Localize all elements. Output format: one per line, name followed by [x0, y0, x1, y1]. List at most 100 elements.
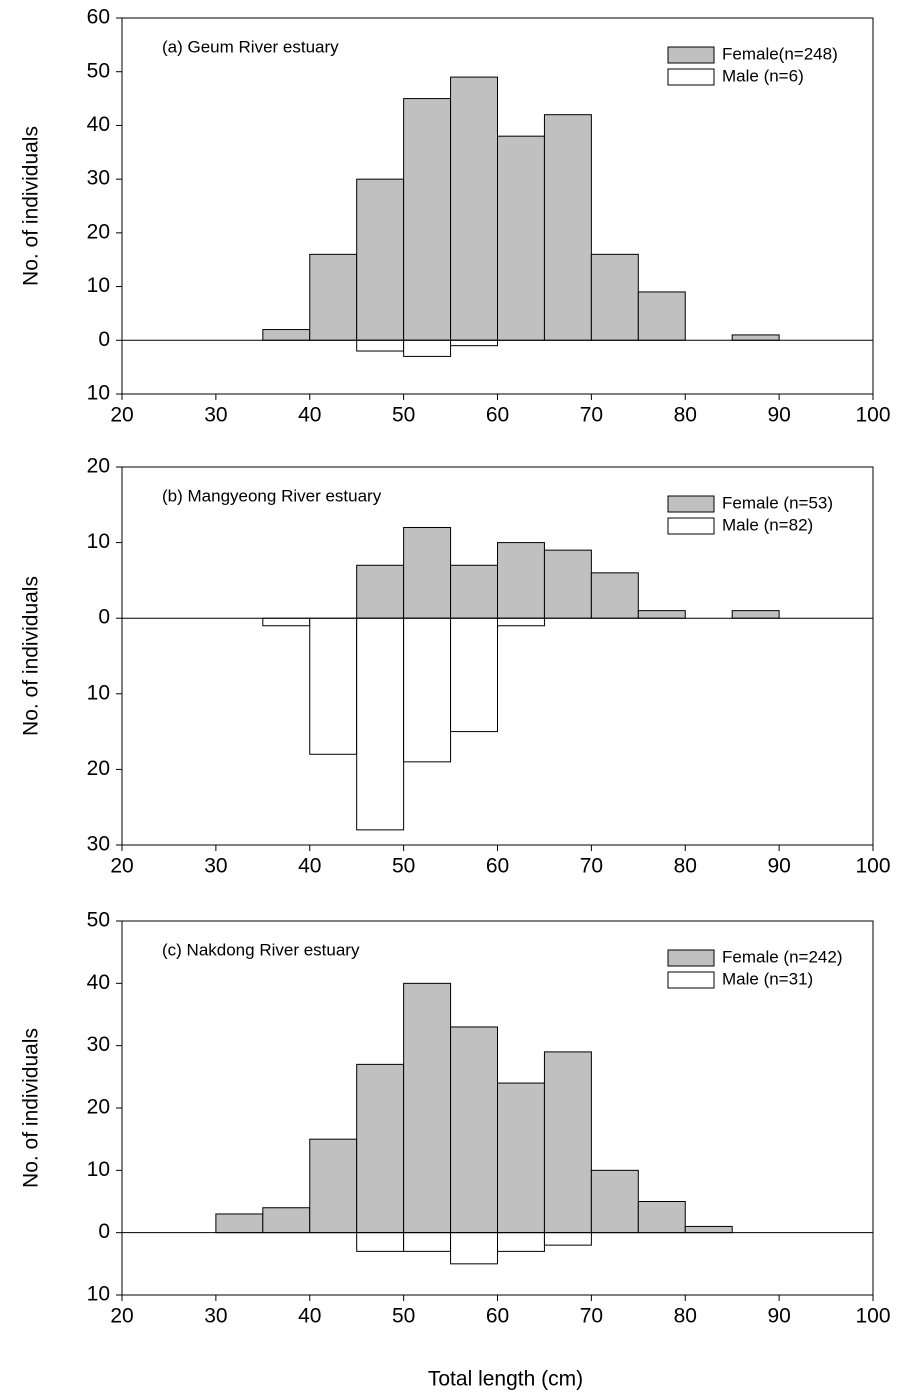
x-tick-label: 100	[855, 855, 890, 878]
x-tick-label: 70	[580, 404, 603, 427]
y-tick-label: 10	[87, 1158, 110, 1181]
legend-swatch	[667, 46, 715, 64]
x-tick-label: 30	[204, 1305, 227, 1328]
histogram-bar	[590, 1169, 639, 1234]
y-tick-label: 10	[87, 530, 110, 553]
y-tick-label: 0	[98, 1220, 110, 1243]
x-tick-label: 90	[767, 855, 790, 878]
histogram-bar	[684, 1225, 733, 1234]
histogram-bar	[450, 1026, 498, 1234]
x-tick-label: 50	[392, 404, 415, 427]
histogram-bar	[637, 1201, 686, 1234]
legend-label: Female(n=248)	[722, 44, 838, 63]
histogram-bar	[403, 339, 452, 357]
histogram-bar	[403, 617, 452, 763]
y-tick-label: 10	[87, 382, 110, 405]
histogram-bar	[356, 1232, 405, 1252]
panel-annotation: (a) Geum River estuary	[162, 37, 339, 56]
x-tick-label: 40	[298, 855, 321, 878]
y-tick-label: 30	[87, 1033, 110, 1056]
histogram-bar	[450, 339, 498, 347]
x-axis-label: Total length (cm)	[428, 1368, 583, 1391]
histogram-bar	[543, 549, 592, 619]
histogram-bar	[262, 329, 311, 341]
y-tick-label: 0	[98, 606, 110, 629]
histogram-bar	[590, 572, 639, 619]
x-tick-label: 80	[674, 855, 697, 878]
x-tick-label: 20	[110, 404, 133, 427]
panel-annotation: (b) Mangyeong River estuary	[162, 486, 382, 505]
histogram-bar	[731, 610, 780, 619]
histogram-bar	[403, 982, 452, 1234]
histogram-bar	[543, 1051, 592, 1234]
legend-swatch	[667, 971, 715, 989]
histogram-bar	[356, 1063, 405, 1234]
histogram-bar	[403, 1232, 452, 1252]
histogram-bar	[262, 617, 311, 627]
x-tick-label: 60	[486, 1305, 509, 1328]
histogram-bar	[497, 135, 545, 341]
histogram-bar	[262, 1207, 311, 1234]
x-tick-label: 20	[110, 1305, 133, 1328]
x-tick-label: 100	[855, 404, 890, 427]
x-tick-label: 20	[110, 855, 133, 878]
x-tick-label: 50	[392, 855, 415, 878]
y-tick-label: 20	[87, 1096, 110, 1119]
y-tick-label: 10	[87, 681, 110, 704]
histogram-bar	[637, 291, 686, 341]
histogram-bar	[403, 98, 452, 341]
legend-swatch	[667, 68, 715, 86]
histogram-bar	[497, 1082, 545, 1234]
legend-swatch	[667, 949, 715, 967]
histogram-bar	[356, 564, 405, 619]
x-tick-label: 40	[298, 1305, 321, 1328]
histogram-bar	[403, 526, 452, 619]
histogram-bar	[450, 1232, 498, 1265]
legend-swatch	[667, 495, 715, 513]
x-tick-label: 80	[674, 404, 697, 427]
histogram-bar	[543, 114, 592, 341]
x-tick-label: 90	[767, 404, 790, 427]
histogram-bar	[309, 253, 358, 341]
x-tick-label: 80	[674, 1305, 697, 1328]
x-tick-label: 30	[204, 404, 227, 427]
histogram-bar	[497, 542, 545, 619]
y-tick-label: 50	[87, 59, 110, 82]
x-tick-label: 60	[486, 855, 509, 878]
y-tick-label: 30	[87, 167, 110, 190]
legend-label: Male (n=6)	[722, 66, 804, 85]
y-tick-label: 40	[87, 971, 110, 994]
y-tick-label: 30	[87, 833, 110, 856]
y-axis-label: No. of individuals	[20, 1028, 43, 1188]
legend-label: Male (n=82)	[722, 515, 813, 534]
legend-label: Female (n=242)	[722, 947, 842, 966]
histogram-bar	[497, 1232, 545, 1252]
x-tick-label: 40	[298, 404, 321, 427]
x-tick-label: 60	[486, 404, 509, 427]
y-tick-label: 60	[87, 6, 110, 29]
histogram-bar	[497, 617, 545, 627]
x-tick-label: 90	[767, 1305, 790, 1328]
legend-label: Female (n=53)	[722, 493, 833, 512]
histogram-bar	[309, 1138, 358, 1234]
x-tick-label: 70	[580, 855, 603, 878]
histogram-bar	[356, 617, 405, 831]
x-tick-label: 70	[580, 1305, 603, 1328]
histogram-bar	[215, 1213, 264, 1234]
y-tick-label: 20	[87, 455, 110, 478]
legend-label: Male (n=31)	[722, 969, 813, 988]
x-tick-label: 30	[204, 855, 227, 878]
histogram-bar	[637, 610, 686, 619]
legend-swatch	[667, 517, 715, 535]
y-axis-label: No. of individuals	[20, 126, 43, 286]
y-tick-label: 20	[87, 757, 110, 780]
histogram-bar	[450, 564, 498, 619]
histogram-bar	[309, 617, 358, 755]
y-tick-label: 40	[87, 113, 110, 136]
histogram-bar	[356, 178, 405, 341]
histogram-bar	[731, 334, 780, 341]
x-tick-label: 50	[392, 1305, 415, 1328]
histogram-bar	[450, 76, 498, 341]
